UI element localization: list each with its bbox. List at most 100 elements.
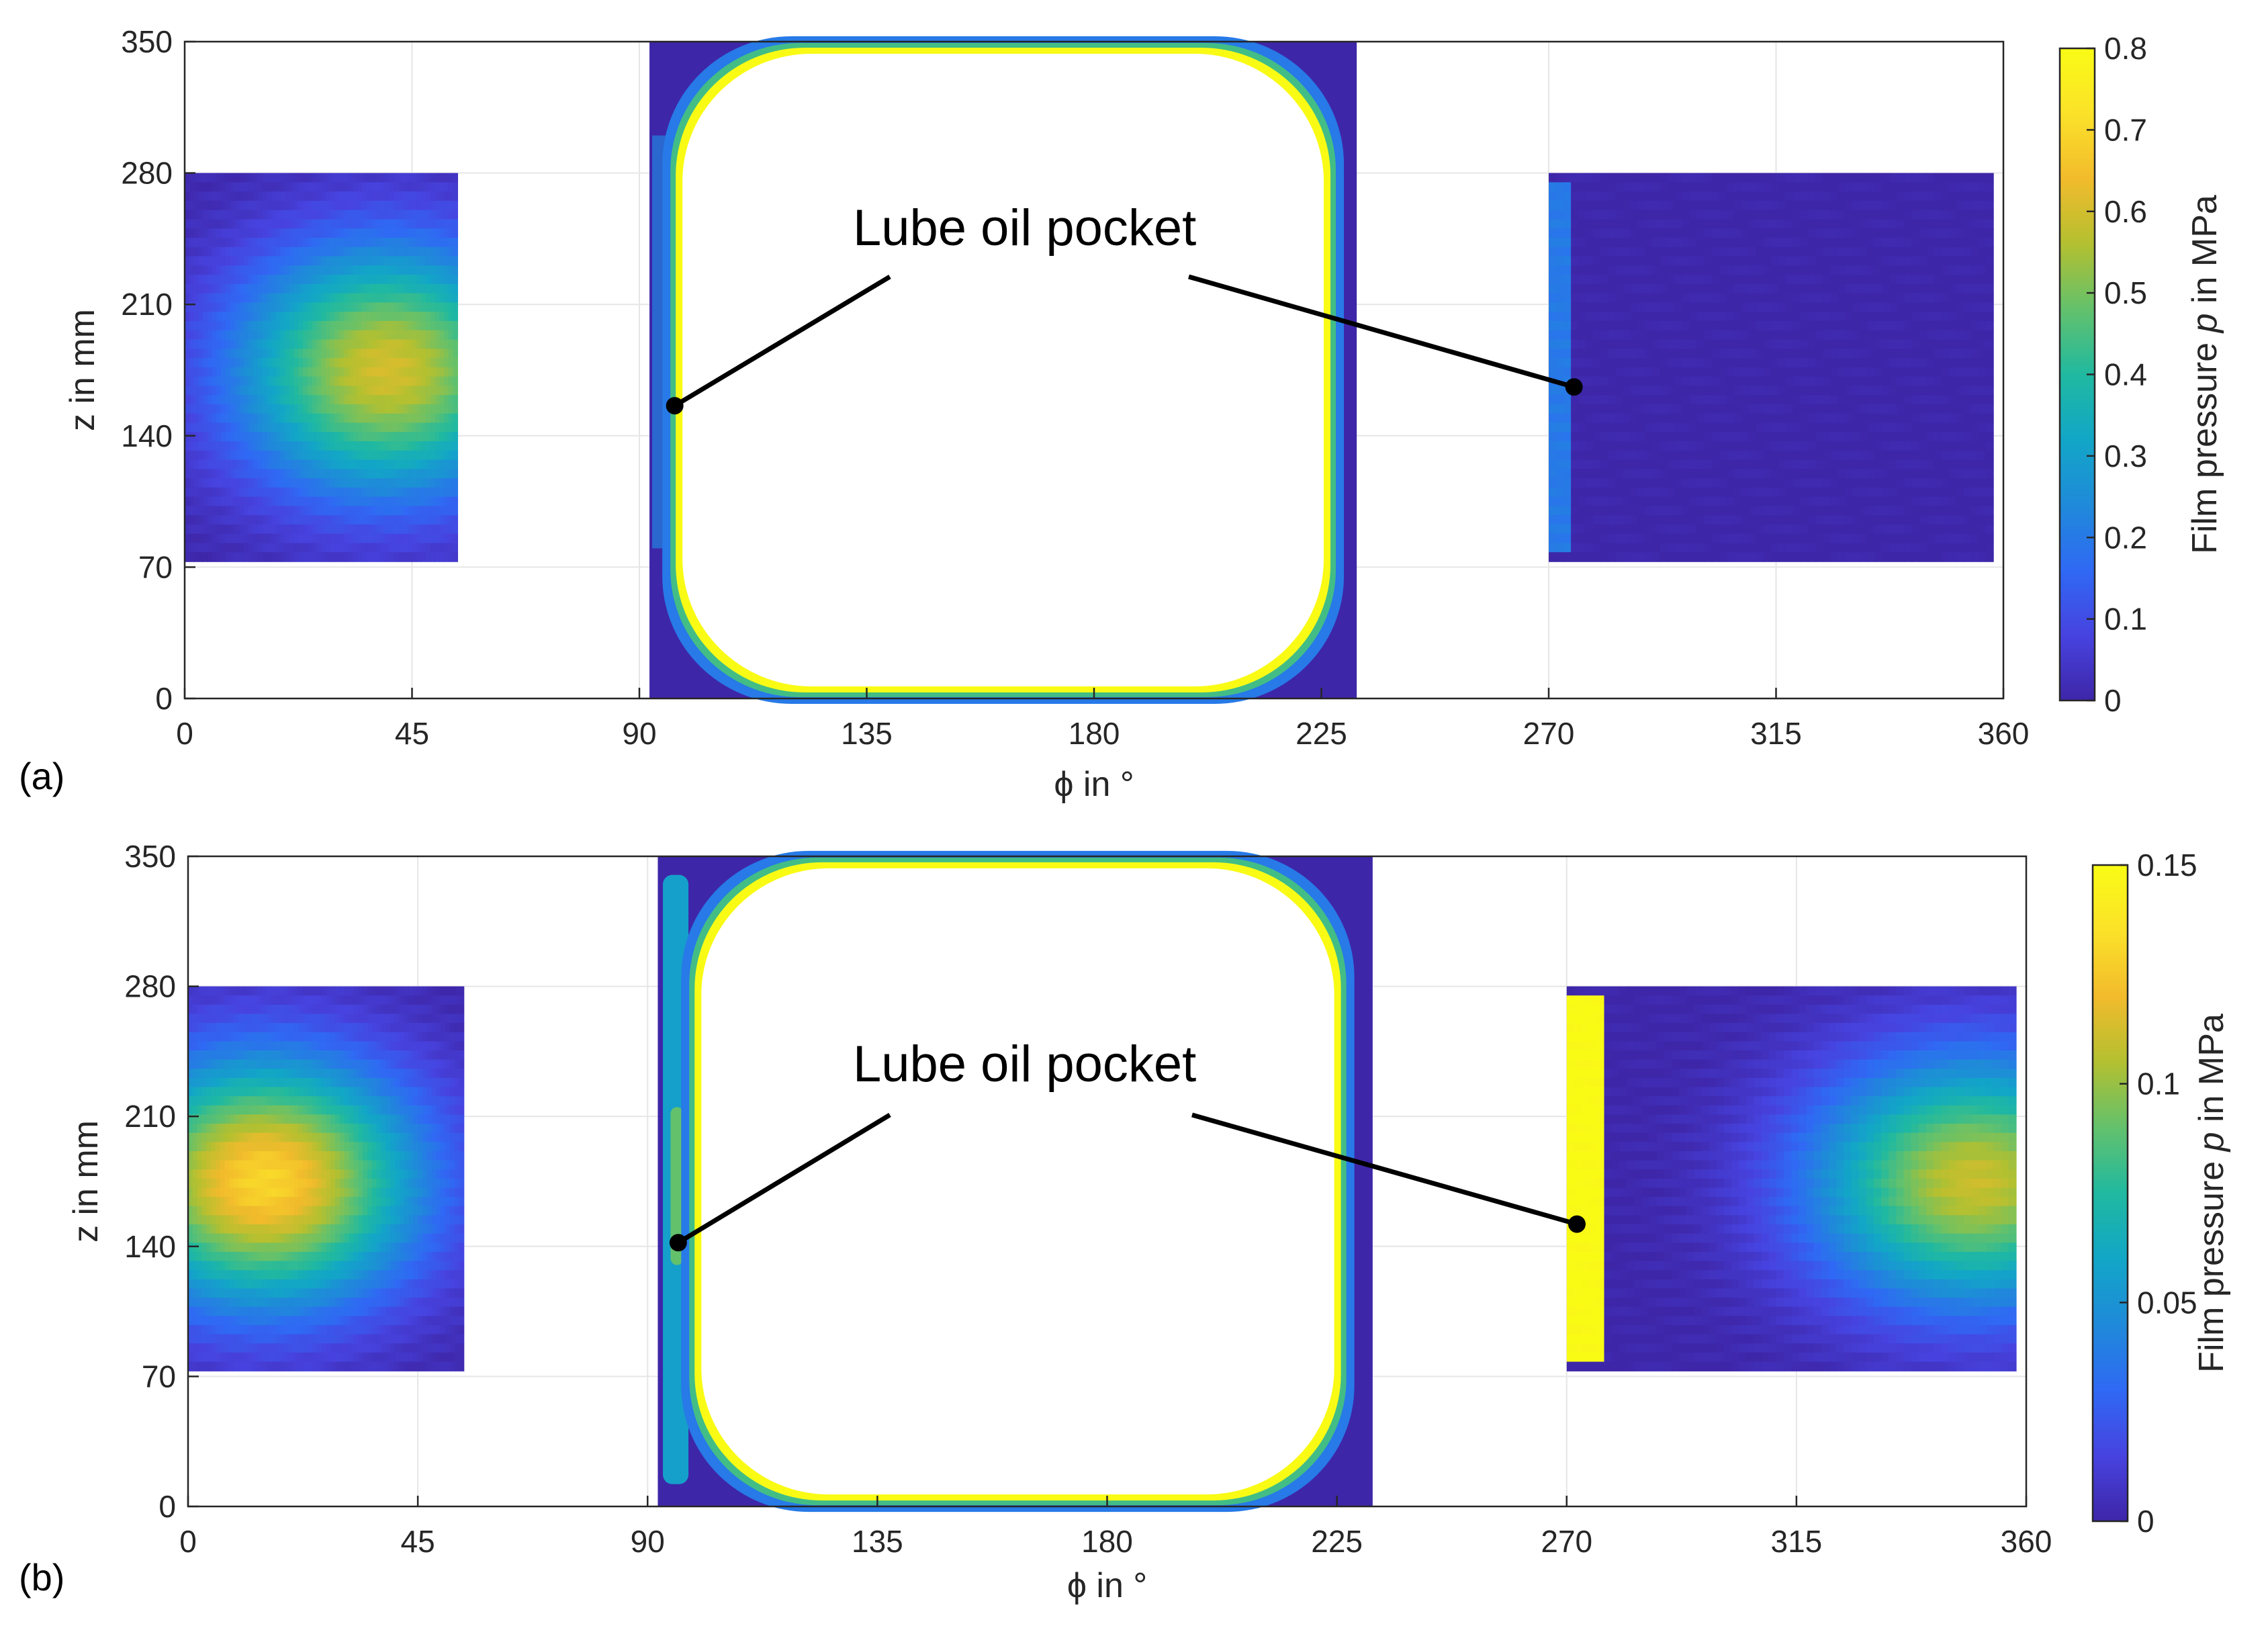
heatmap-cell	[1882, 386, 1891, 396]
heatmap-cell	[1615, 358, 1624, 368]
heatmap-cell	[189, 246, 195, 257]
heatmap-cell	[1911, 469, 1920, 479]
heatmap-cell	[348, 228, 354, 238]
heatmap-cell	[380, 228, 385, 238]
heatmap-cell	[1970, 450, 1979, 461]
heatmap-cell	[435, 293, 440, 304]
heatmap-cell	[293, 293, 300, 304]
heatmap-cell	[1689, 339, 1698, 350]
heatmap-cell	[375, 293, 381, 304]
heatmap-cell	[289, 469, 295, 479]
heatmap-cell	[216, 413, 222, 424]
heatmap-cell	[1948, 367, 1957, 377]
heatmap-cell	[334, 210, 340, 220]
heatmap-cell	[403, 339, 408, 350]
heatmap-cell	[1860, 367, 1868, 377]
heatmap-cell	[198, 265, 203, 275]
heatmap-cell	[439, 413, 445, 424]
heatmap-cell	[1978, 275, 1987, 285]
heatmap-cell	[307, 293, 313, 304]
heatmap-cell	[384, 367, 390, 377]
heatmap-cell	[253, 256, 259, 267]
heatmap-cell	[253, 349, 259, 359]
heatmap-cell	[1904, 246, 1913, 257]
heatmap-cell	[1948, 228, 1957, 238]
heatmap-cell	[1682, 191, 1690, 201]
heatmap-cell	[1815, 200, 1823, 211]
heatmap-cell	[189, 238, 195, 248]
heatmap-cell	[1786, 432, 1794, 442]
heatmap-cell	[1660, 404, 1668, 414]
heatmap-cell	[1911, 404, 1920, 414]
heatmap-cell	[1882, 543, 1891, 553]
heatmap-cell	[1956, 182, 1964, 192]
heatmap-cell	[353, 238, 359, 248]
heatmap-cell	[1867, 219, 1876, 230]
heatmap-cell	[1733, 441, 1742, 451]
heatmap-cell	[1801, 173, 1809, 183]
heatmap-cell	[257, 312, 263, 322]
heatmap-cell	[398, 506, 404, 516]
heatmap-cell	[353, 506, 359, 516]
heatmap-cell	[1719, 293, 1727, 304]
heatmap-cell	[1934, 265, 1942, 275]
heatmap-cell	[193, 210, 199, 220]
heatmap-cell	[330, 376, 336, 387]
heatmap-cell	[403, 275, 408, 285]
heatmap-cell	[325, 339, 331, 350]
heatmap-cell	[1786, 293, 1794, 304]
heatmap-cell	[1889, 246, 1898, 257]
heatmap-cell	[1956, 487, 1964, 498]
heatmap-cell	[1549, 265, 1557, 275]
heatmap-cell	[1845, 238, 1854, 248]
heatmap-cell	[1911, 302, 1920, 312]
heatmap-cell	[1793, 524, 1801, 535]
heatmap-cell	[394, 339, 399, 350]
heatmap-cell	[1652, 515, 1661, 525]
heatmap-cell	[339, 543, 345, 553]
heatmap-cell	[1956, 200, 1964, 211]
heatmap-cell	[1934, 524, 1942, 535]
heatmap-cell	[366, 320, 372, 331]
heatmap-cell	[339, 320, 345, 331]
heatmap-cell	[1823, 312, 1831, 322]
heatmap-cell	[221, 219, 226, 230]
heatmap-cell	[1897, 210, 1905, 220]
heatmap-cell	[407, 395, 413, 405]
heatmap-cell	[1830, 339, 1838, 350]
heatmap-cell	[330, 246, 336, 257]
heatmap-cell	[1615, 506, 1624, 516]
heatmap-cell	[271, 432, 277, 442]
heatmap-cell	[398, 219, 404, 230]
heatmap-cell	[1571, 478, 1579, 488]
heatmap-cell	[375, 376, 381, 387]
heatmap-cell	[362, 533, 367, 544]
heatmap-cell	[262, 376, 267, 387]
heatmap-cell	[1689, 210, 1698, 220]
heatmap-cell	[435, 265, 440, 275]
heatmap-cell	[1778, 228, 1786, 238]
heatmap-cell	[1904, 376, 1913, 387]
heatmap-cell	[1897, 432, 1905, 442]
heatmap-cell	[412, 367, 418, 377]
heatmap-cell	[334, 358, 340, 368]
heatmap-cell	[1867, 404, 1876, 414]
heatmap-cell	[212, 191, 218, 201]
heatmap-cell	[425, 358, 431, 368]
heatmap-cell	[375, 182, 381, 192]
heatmap-cell	[298, 210, 304, 220]
heatmap-cell	[380, 478, 385, 488]
heatmap-cell	[189, 256, 195, 267]
heatmap-cell	[439, 441, 445, 451]
heatmap-cell	[266, 524, 272, 535]
heatmap-cell	[330, 432, 336, 442]
heatmap-cell	[430, 533, 436, 544]
heatmap-cell	[1778, 469, 1786, 479]
heatmap-cell	[1696, 506, 1705, 516]
heatmap-cell	[1630, 182, 1639, 192]
heatmap-cell	[1815, 275, 1823, 285]
heatmap-cell	[280, 386, 285, 396]
heatmap-cell	[1801, 283, 1809, 294]
heatmap-cell	[316, 432, 322, 442]
heatmap-cell	[384, 283, 390, 294]
